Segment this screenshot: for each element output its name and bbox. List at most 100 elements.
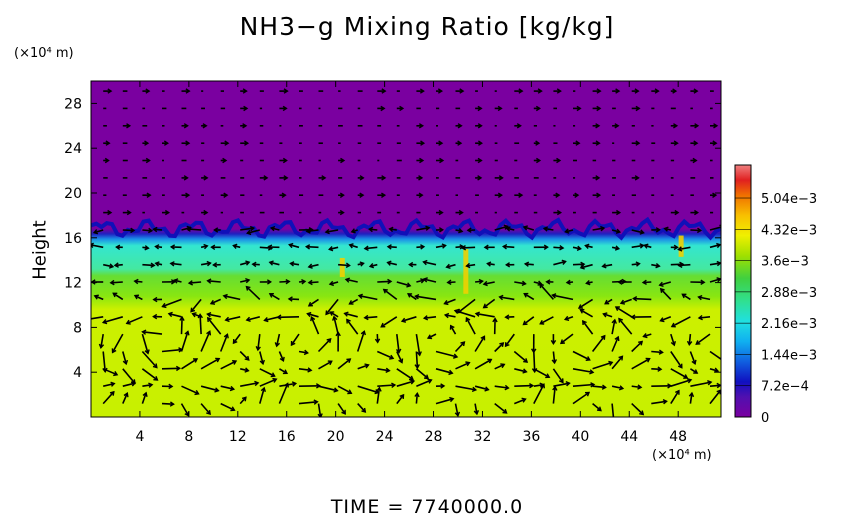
wind-vector <box>111 333 124 354</box>
wind-vector <box>318 385 339 393</box>
wind-vector <box>220 192 229 198</box>
wind-vector <box>101 316 124 325</box>
wind-vector <box>408 261 417 268</box>
wind-vector <box>141 329 163 335</box>
wind-vector <box>670 368 689 379</box>
wind-vector <box>573 105 582 112</box>
wind-vector <box>426 333 437 340</box>
wind-vector <box>93 294 104 301</box>
wind-vector <box>245 285 261 300</box>
wind-vector <box>350 228 358 234</box>
wind-vector <box>400 316 417 323</box>
wind-vector <box>415 368 430 380</box>
wind-vector <box>681 293 691 301</box>
wind-vector <box>631 140 641 146</box>
wind-vector <box>395 334 402 354</box>
wind-vector <box>531 334 537 354</box>
wind-vector <box>504 333 515 348</box>
wind-vector <box>465 316 476 335</box>
wind-vector <box>474 385 490 392</box>
wind-vector <box>619 298 632 305</box>
wind-vector <box>435 243 447 249</box>
wind-vector <box>348 298 359 305</box>
wind-vector <box>494 105 503 112</box>
wind-vector <box>232 243 241 249</box>
wind-vector <box>377 192 387 198</box>
wind-vector <box>222 293 241 301</box>
dry-upper-layer <box>91 81 721 236</box>
wind-vector <box>474 311 495 318</box>
wind-vector <box>348 243 358 249</box>
wind-vector <box>414 293 437 301</box>
wind-vector <box>181 385 200 396</box>
wind-vector <box>709 242 721 249</box>
wind-vector <box>435 383 446 389</box>
wind-vector <box>287 296 300 302</box>
wind-vector <box>388 226 397 233</box>
wind-vector <box>91 279 104 285</box>
wind-vector <box>551 351 558 365</box>
wind-vector <box>697 314 711 321</box>
wind-vector <box>396 105 405 112</box>
wind-vector <box>152 313 163 320</box>
wind-vector <box>200 260 212 267</box>
wind-vector <box>422 315 437 321</box>
wind-vector <box>210 244 221 250</box>
colorbar-label: 4.32e−3 <box>761 223 817 238</box>
wind-vector <box>435 396 455 405</box>
wind-vector <box>632 295 652 302</box>
wind-vector <box>162 140 170 146</box>
wind-vector <box>533 157 542 164</box>
wind-vector <box>396 351 404 364</box>
wind-vector <box>363 314 378 321</box>
wind-vector <box>690 157 698 164</box>
wind-vector <box>475 278 484 285</box>
y-axis-unit: (×10⁴ m) <box>14 46 74 61</box>
wind-vector <box>592 88 602 94</box>
wind-vector <box>641 279 652 286</box>
wind-vector <box>181 123 189 129</box>
wind-vector <box>396 379 416 387</box>
wind-vector <box>181 88 191 94</box>
wind-vector <box>181 175 189 181</box>
wind-vector <box>465 262 476 269</box>
wind-vector <box>659 316 672 323</box>
wind-vector <box>224 316 241 323</box>
wind-vector <box>416 157 425 164</box>
wind-vector <box>141 333 150 355</box>
wind-vector <box>514 368 528 374</box>
wind-vector <box>573 192 580 198</box>
wind-vector <box>710 123 719 129</box>
wind-vector <box>501 243 515 250</box>
wind-vector <box>670 378 693 387</box>
wind-vector <box>513 350 529 363</box>
wind-vector <box>142 262 156 269</box>
wind-vector <box>630 314 652 320</box>
wind-vector <box>670 333 676 347</box>
wind-vector <box>377 367 391 373</box>
wind-vector <box>102 351 108 374</box>
y-tick-label: 16 <box>64 231 82 247</box>
wind-vector <box>563 315 574 321</box>
wind-vector <box>240 123 248 129</box>
wind-vector <box>200 330 212 352</box>
wind-vector <box>436 157 445 164</box>
y-tick-label: 4 <box>73 365 82 381</box>
wind-vector <box>307 263 319 269</box>
wind-vector <box>572 391 591 405</box>
wind-vector <box>324 228 339 235</box>
wind-vector <box>631 229 645 235</box>
x-tick-label: 12 <box>229 429 247 445</box>
wind-vector <box>643 243 652 249</box>
wind-vector <box>552 385 558 404</box>
wind-vector <box>523 261 534 267</box>
wind-vector <box>133 278 143 285</box>
wind-vector <box>279 175 289 181</box>
wind-vector <box>455 123 463 129</box>
wind-vector <box>483 244 495 250</box>
wind-vector <box>197 313 203 335</box>
wind-vector <box>611 335 620 352</box>
wind-vector <box>251 261 260 268</box>
wind-vector <box>564 228 574 234</box>
